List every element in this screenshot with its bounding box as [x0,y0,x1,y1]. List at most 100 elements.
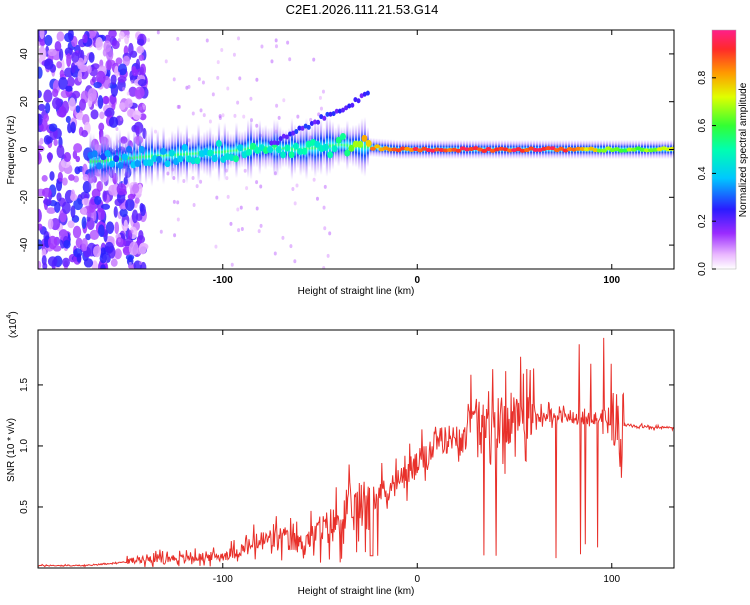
spectrogram-noise-blob [312,177,316,182]
snr-xtick-label: -100 [213,574,233,585]
spectrogram-streak-blob [300,125,305,131]
spectrogram-noise-blob [108,30,117,38]
spectrogram-noise-blob [135,32,139,37]
spectrogram-ridge-blob [104,150,111,158]
spectrogram-noise-blob [226,86,230,91]
spectrogram-noise-blob [318,95,322,100]
spectrogram-streak-blob [269,140,274,146]
spectrogram-noise-blob [82,33,88,44]
spectrogram-noise-blob [65,115,71,124]
spectrogram-band-segment [331,121,334,170]
spectrogram-noise-blob [90,109,99,120]
spectrogram-noise-blob [102,96,110,105]
spectrogram-noise-blob [67,30,74,41]
spectrogram-noise-blob [273,251,277,256]
spectrogram-noise-blob [70,189,76,201]
spectrogram-ridge-blob [322,143,329,151]
spectrogram-heat-layer [38,30,674,269]
spectrogram-noise-blob [255,180,259,185]
spectrogram-noise-blob [201,80,205,85]
spectrogram-noise-blob [70,121,76,134]
spectrogram-noise-blob [117,38,121,43]
spectrogram-noise-blob [239,205,243,210]
spectrogram-noise-blob [117,238,121,243]
spectrogram-streak-blob [353,97,358,103]
spectrogram-band-segment [109,136,113,184]
spectrogram-noise-blob [172,199,176,204]
spectrogram-band-segment [147,133,151,180]
spectrogram-ridge-blob [596,148,603,153]
spectrogram-band-segment [235,122,238,179]
spectrogram-ridge-blob [100,153,107,161]
spectrogram-noise-blob [81,129,88,138]
spectrogram-noise-blob [89,229,100,240]
spectrogram-ridge-blob [301,147,308,155]
spectrogram-noise-blob [312,57,316,62]
spectrogram-noise-blob [56,31,65,42]
spectrogram-ridge-blob [211,155,218,163]
spectrogram-streak-blob [340,107,345,113]
spectrogram-noise-blob [41,248,47,258]
colorbar-tick-label: 0.6 [697,118,708,132]
spectrogram-noise-blob [38,113,43,126]
colorbar: 0.0 0.2 0.4 0.6 0.8 Normalized spectral ampl… [697,29,749,276]
spectrogram-noise-blob [236,100,240,105]
svg-text:(x104): (x104) [6,311,19,338]
spectrogram-noise-blob [74,166,81,175]
spectrogram-ridge-blob [626,147,633,152]
spectrogram-noise-blob [67,220,75,229]
spectrogram-band-segment [182,133,186,176]
spectrogram-noise-blob [113,206,118,218]
spectrogram-ridge-blob [485,146,492,151]
spectrogram-band-segment [337,123,340,167]
spectrogram-noise-blob [211,92,215,97]
spectrogram-noise-blob [214,244,218,249]
spectrogram-noise-blob [176,36,180,41]
spectrogram-noise-blob [123,219,128,232]
spectrogram-noise-blob [56,61,62,69]
spectrogram-ridge-blob [250,142,257,150]
spectrogram-noise-blob [56,192,62,202]
spectrogram-ridge-blob [643,148,650,153]
spectrogram-noise-blob [260,44,264,49]
spectrogram-noise-blob [116,183,127,196]
spectrogram-noise-blob [95,37,104,51]
spectrogram-noise-blob [95,70,106,85]
spectrogram-noise-blob [83,258,94,268]
snr-ytick-label: 1.0 [19,439,30,453]
spectrogram-noise-blob [147,37,151,42]
spectrogram-noise-blob [135,125,141,137]
spectrogram-noise-blob [114,221,120,235]
spectrogram-noise-blob [126,91,130,96]
spectrogram-noise-blob [58,48,64,61]
spectrogram-ridge-blob [280,151,287,159]
spectrogram-ridge-blob [532,147,539,152]
spectrogram-band-segment [177,124,180,185]
spectrogram-noise-blob [323,226,327,231]
spectrogram-noise-blob [108,116,119,128]
spectrogram-band-segment [107,134,110,187]
spectrogram-band-segment [130,140,133,176]
spectrogram-band-segment [185,124,188,185]
spectrogram-noise-blob [286,40,290,45]
spectrogram-noise-blob [226,194,230,199]
spectrogram-noise-blob [81,198,91,206]
spectrogram-noise-blob [73,198,84,211]
snr-multiplier-exp: 4 [6,315,13,319]
spectrogram-noise-blob [172,77,176,82]
snr-xtick-label: 100 [603,574,620,585]
spectrogram-noise-blob [215,195,219,200]
spectrogram-band-segment [308,128,311,169]
spectrogram-noise-blob [274,44,278,49]
spectrogram-band-segment [314,117,317,178]
spectrogram-ridge-blob [545,146,552,151]
spectrogram-noise-blob [54,41,62,52]
spectrogram-noise-blob [230,262,234,267]
spectrogram-band-segment [136,139,139,176]
spectrogram-noise-blob [100,264,106,269]
spectrogram-noise-blob [76,253,82,263]
spectrogram-noise-blob [44,58,54,70]
spectrogram-noise-blob [191,111,195,116]
spectrogram-noise-blob [293,201,297,206]
spectrogram-noise-blob [81,207,88,215]
